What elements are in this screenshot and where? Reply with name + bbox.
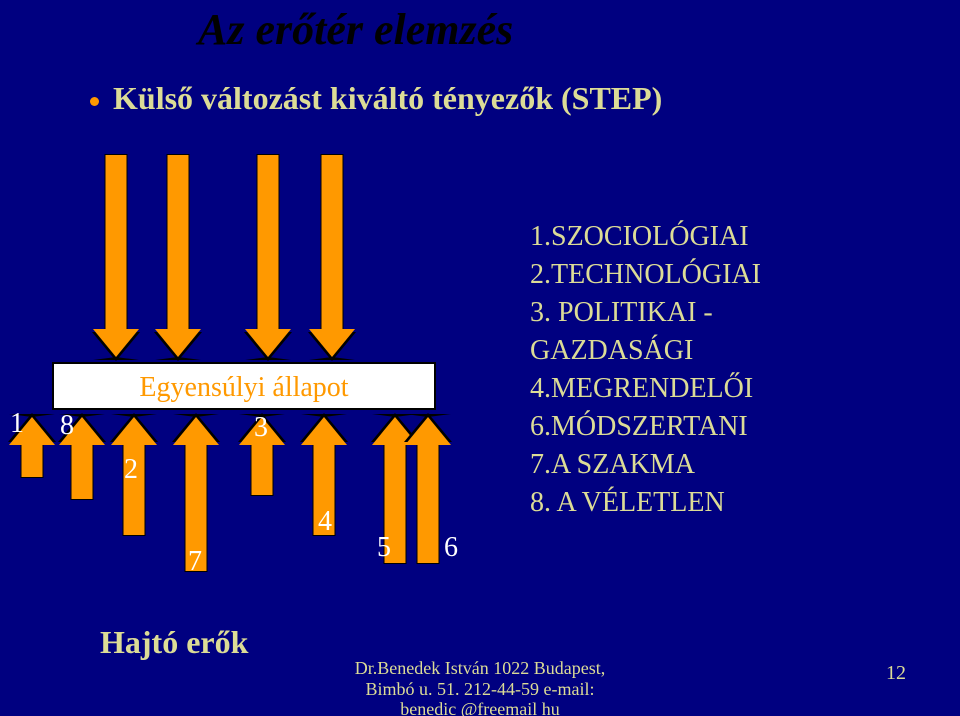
arrow-label: 6 [444,532,458,564]
down-arrow [308,154,356,360]
legend-item: GAZDASÁGI [530,332,761,370]
page-number: 12 [886,662,906,685]
slide-title: Az erőtér elemzés [198,4,513,55]
down-arrow [244,154,292,360]
down-arrow [154,154,202,360]
legend-item: 8. A VÉLETLEN [530,484,761,522]
equilibrium-label: Egyensúlyi állapot [139,372,348,403]
legend-item: 2.TECHNOLÓGIAI [530,256,761,294]
arrow-label: 7 [188,546,202,578]
arrow-label: 4 [318,506,332,538]
legend: 1.SZOCIOLÓGIAI2.TECHNOLÓGIAI3. POLITIKAI… [530,218,761,522]
arrow-label: 1 [10,408,24,440]
arrow-label: 3 [254,412,268,444]
footer: Dr.Benedek István 1022 Budapest,Bimbó u.… [280,658,680,716]
legend-item: 6.MÓDSZERTANI [530,408,761,446]
driving-forces-label: Hajtó erők [100,624,248,661]
bullet-step-text: Külső változást kiváltó tényezők (STEP) [113,80,662,116]
footer-line: Dr.Benedek István 1022 Budapest, [280,658,680,679]
legend-item: 1.SZOCIOLÓGIAI [530,218,761,256]
arrow-label: 5 [377,532,391,564]
bullet-dot-icon [90,97,99,106]
footer-line: benedic @freemail hu [280,699,680,716]
arrow-label: 8 [60,410,74,442]
down-arrow [92,154,140,360]
legend-item: 3. POLITIKAI - [530,294,761,332]
legend-item: 7.A SZAKMA [530,446,761,484]
footer-line: Bimbó u. 51. 212-44-59 e-mail: [280,679,680,700]
slide-root: Az erőtér elemzés Külső változást kivált… [0,0,960,716]
legend-item: 4.MEGRENDELŐI [530,370,761,408]
bullet-step: Külső változást kiváltó tényezők (STEP) [90,80,662,117]
arrow-label: 2 [124,454,138,486]
equilibrium-bar: Egyensúlyi állapot [52,362,436,410]
